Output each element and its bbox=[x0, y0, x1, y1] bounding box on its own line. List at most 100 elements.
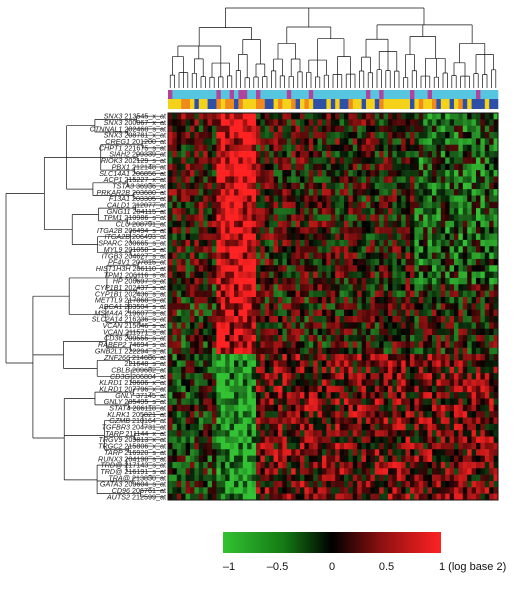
heatmap-cell bbox=[370, 493, 376, 501]
heatmap-cell bbox=[286, 417, 292, 425]
heatmap-cell bbox=[203, 430, 208, 437]
heatmap-cell bbox=[300, 322, 305, 329]
heatmap-cell bbox=[361, 201, 367, 209]
heatmap-cell bbox=[440, 474, 446, 482]
heatmap-cell bbox=[339, 423, 345, 431]
heatmap-cell bbox=[335, 455, 340, 463]
heatmap-cell bbox=[423, 385, 428, 393]
heatmap-cell bbox=[198, 246, 204, 253]
heatmap-cell bbox=[339, 125, 345, 133]
heatmap-cell bbox=[172, 379, 178, 387]
heatmap-cell bbox=[317, 132, 323, 139]
heatmap-cell bbox=[374, 151, 380, 158]
heatmap-cell bbox=[304, 214, 310, 222]
heatmap-cell bbox=[489, 487, 494, 494]
heatmap-cell bbox=[207, 290, 213, 298]
heatmap-cell bbox=[317, 455, 323, 463]
heatmap-cell bbox=[344, 417, 349, 425]
heatmap-cell bbox=[480, 182, 486, 190]
heatmap-cell bbox=[427, 201, 433, 209]
heatmap-cell bbox=[220, 335, 226, 342]
heatmap-cell bbox=[427, 373, 433, 380]
heatmap-cell bbox=[484, 316, 490, 323]
heatmap-cell bbox=[212, 436, 217, 444]
heatmap-cell bbox=[308, 125, 314, 133]
heatmap-cell bbox=[194, 214, 200, 222]
heatmap-cell bbox=[330, 144, 336, 152]
heatmap-cell bbox=[322, 316, 327, 323]
heatmap-cell bbox=[436, 296, 442, 304]
heatmap-cell bbox=[269, 233, 274, 241]
heatmap-cell bbox=[462, 411, 468, 418]
heatmap-cell bbox=[251, 208, 257, 215]
heatmap-cell bbox=[225, 385, 230, 393]
heatmap-cell bbox=[339, 449, 345, 456]
heatmap-cell bbox=[392, 347, 398, 355]
heatmap-cell bbox=[225, 119, 230, 126]
heatmap-cell bbox=[489, 398, 494, 406]
heatmap-cell bbox=[256, 347, 261, 355]
heatmap-cell bbox=[273, 239, 279, 247]
heatmap-cell bbox=[264, 493, 270, 501]
sample-class-mark bbox=[172, 90, 178, 99]
heatmap-cell bbox=[229, 157, 235, 165]
heatmap-cell bbox=[388, 335, 393, 342]
heatmap-cell bbox=[401, 316, 406, 323]
heatmap-cell bbox=[392, 354, 398, 361]
heatmap-cell bbox=[225, 227, 230, 234]
sample-subclass-mark bbox=[234, 99, 239, 109]
heatmap-cell bbox=[322, 461, 327, 469]
heatmap-cell bbox=[423, 170, 428, 177]
heatmap-cell bbox=[405, 144, 411, 152]
heatmap-cell bbox=[467, 119, 472, 126]
heatmap-cell bbox=[410, 119, 415, 126]
heatmap-cell bbox=[229, 271, 235, 279]
heatmap-cell bbox=[278, 373, 283, 380]
heatmap-cell bbox=[476, 119, 481, 126]
heatmap-cell bbox=[462, 347, 468, 355]
heatmap-cell bbox=[405, 487, 411, 494]
heatmap-cell bbox=[414, 201, 420, 209]
heatmap-cell bbox=[462, 404, 468, 412]
heatmap-cell bbox=[352, 176, 358, 184]
heatmap-cell bbox=[436, 436, 442, 444]
heatmap-cell bbox=[374, 252, 380, 260]
heatmap-cell bbox=[458, 220, 464, 228]
heatmap-cell bbox=[313, 170, 318, 177]
heatmap-cell bbox=[344, 252, 349, 260]
heatmap-cell bbox=[423, 404, 428, 412]
heatmap-cell bbox=[467, 277, 472, 285]
heatmap-cell bbox=[366, 176, 371, 184]
heatmap-cell bbox=[423, 277, 428, 285]
heatmap-cell bbox=[405, 303, 411, 310]
heatmap-cell bbox=[432, 265, 437, 272]
heatmap-cell bbox=[392, 138, 398, 146]
gene-label: HIST1H3H 206110_at bbox=[96, 264, 166, 273]
heatmap-cell bbox=[269, 385, 274, 393]
heatmap-cell bbox=[458, 277, 464, 285]
heatmap-cell bbox=[405, 113, 411, 120]
heatmap-cell bbox=[418, 132, 424, 139]
heatmap-cell bbox=[264, 430, 270, 437]
gene-label: SNX3 200067_x_at bbox=[104, 118, 166, 127]
heatmap-cell bbox=[401, 157, 406, 165]
heatmap-cell bbox=[168, 341, 173, 349]
heatmap-cell bbox=[322, 170, 327, 177]
sample-class-mark bbox=[471, 90, 477, 99]
heatmap-cell bbox=[379, 449, 384, 456]
heatmap-cell bbox=[379, 322, 384, 329]
heatmap-cell bbox=[396, 461, 402, 469]
heatmap-cell bbox=[335, 119, 340, 126]
heatmap-cell bbox=[440, 157, 446, 165]
heatmap-cell bbox=[484, 430, 490, 437]
heatmap-cell bbox=[203, 113, 208, 120]
heatmap-cell bbox=[458, 341, 464, 349]
heatmap-cell bbox=[220, 303, 226, 310]
heatmap-cell bbox=[432, 379, 437, 387]
heatmap-cell bbox=[198, 392, 204, 399]
heatmap-cell bbox=[203, 417, 208, 425]
heatmap-cell bbox=[168, 214, 173, 222]
sample-class-mark bbox=[414, 90, 420, 99]
heatmap-cell bbox=[264, 449, 270, 456]
heatmap-cell bbox=[335, 157, 340, 165]
